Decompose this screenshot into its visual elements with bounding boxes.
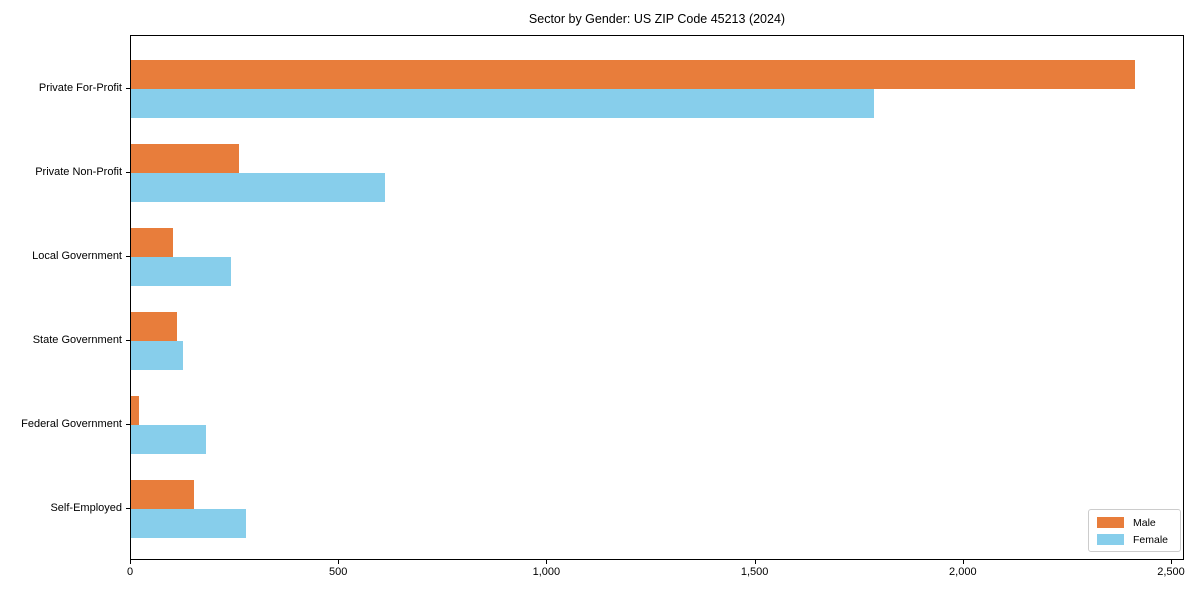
bar-male-state-government xyxy=(131,312,177,341)
x-tick-mark-1000 xyxy=(546,560,548,564)
legend-item-male: Male xyxy=(1097,515,1173,530)
bar-female-local-government xyxy=(131,257,231,286)
x-axis-label-2000: 2,000 xyxy=(949,566,977,578)
x-axis-label-0: 0 xyxy=(126,566,134,578)
y-axis-label-federal-government: Federal Government xyxy=(21,418,122,430)
chart-title: Sector by Gender: US ZIP Code 45213 (202… xyxy=(528,12,786,26)
y-axis-label-state-government: State Government xyxy=(32,334,122,346)
y-tick-mark-private-for-profit xyxy=(126,88,130,89)
y-tick-mark-local-government xyxy=(126,256,130,257)
bar-male-private-for-profit xyxy=(131,60,1135,89)
x-axis-label-2500: 2,500 xyxy=(1157,566,1185,578)
plot-area xyxy=(130,35,1184,560)
y-tick-mark-self-employed xyxy=(126,508,130,509)
legend: Male Female xyxy=(1088,509,1181,552)
y-axis-label-private-for-profit: Private For-Profit xyxy=(38,82,122,94)
x-axis-label-1000: 1,000 xyxy=(532,566,561,578)
x-tick-mark-2500 xyxy=(1171,560,1172,564)
bar-male-self-employed xyxy=(131,480,194,509)
y-axis-label-private-non-profit: Private Non-Profit xyxy=(35,166,122,178)
y-axis-label-local-government: Local Government xyxy=(32,250,122,262)
x-tick-mark-0 xyxy=(130,560,131,564)
bar-male-federal-government xyxy=(131,396,140,425)
bar-female-state-government xyxy=(131,341,184,370)
x-tick-mark-500 xyxy=(338,560,340,564)
x-tick-mark-2000 xyxy=(962,560,964,564)
bar-female-private-for-profit xyxy=(131,89,875,118)
bar-female-private-non-profit xyxy=(131,173,385,202)
bar-male-private-non-profit xyxy=(131,144,240,173)
bar-male-local-government xyxy=(131,228,173,257)
male-swatch-icon xyxy=(1097,517,1124,528)
y-axis-label-self-employed: Self-Employed xyxy=(50,502,122,514)
legend-label-male: Male xyxy=(1133,516,1156,529)
bar-female-federal-government xyxy=(131,425,206,454)
legend-label-female: Female xyxy=(1133,533,1169,546)
y-tick-mark-private-non-profit xyxy=(126,172,130,173)
y-tick-mark-state-government xyxy=(126,340,130,341)
x-axis-label-1500: 1,500 xyxy=(740,566,769,578)
legend-item-female: Female xyxy=(1097,532,1173,547)
x-tick-mark-1500 xyxy=(754,560,756,564)
y-tick-mark-federal-government xyxy=(126,424,130,425)
female-swatch-icon xyxy=(1097,534,1124,545)
bar-female-self-employed xyxy=(131,509,246,538)
x-axis-label-500: 500 xyxy=(329,566,348,578)
